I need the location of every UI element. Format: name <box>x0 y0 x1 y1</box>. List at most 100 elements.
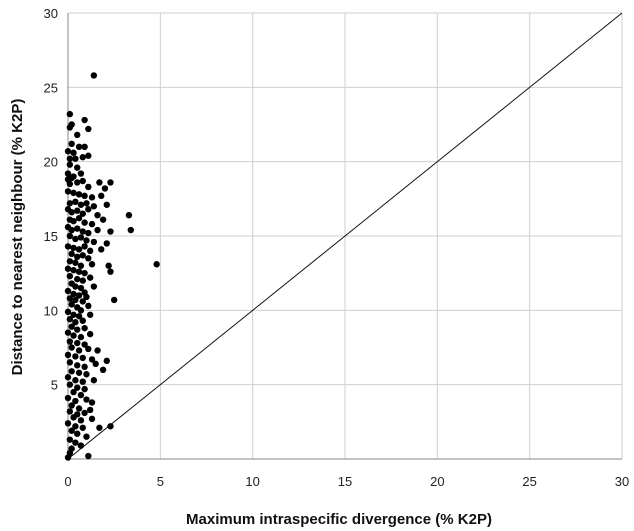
data-point <box>72 259 79 266</box>
data-point <box>66 258 74 265</box>
data-point <box>64 374 72 381</box>
data-point <box>88 399 96 406</box>
data-point <box>74 179 81 186</box>
data-point <box>74 430 81 437</box>
data-point <box>86 330 94 338</box>
data-point <box>64 454 72 461</box>
data-point <box>74 384 81 391</box>
data-point <box>64 351 72 359</box>
data-point <box>68 368 75 375</box>
x-tick-label: 0 <box>64 474 71 489</box>
data-point <box>79 252 86 259</box>
data-point <box>70 149 77 156</box>
data-point <box>77 284 85 292</box>
data-point <box>79 177 86 185</box>
data-point <box>72 155 79 162</box>
x-tick-label: 5 <box>157 474 164 489</box>
x-axis-title: Maximum intraspecific divergence (% K2P) <box>186 511 492 528</box>
data-point <box>103 357 110 365</box>
data-point <box>81 143 88 150</box>
data-point <box>66 381 74 388</box>
data-point <box>88 194 96 201</box>
data-point <box>83 237 90 244</box>
data-point <box>81 409 88 417</box>
data-point <box>74 164 81 171</box>
data-point <box>70 244 77 252</box>
data-point <box>68 344 75 351</box>
data-point <box>85 152 92 159</box>
data-point <box>72 423 79 430</box>
data-point <box>68 427 75 434</box>
data-point <box>127 226 134 234</box>
data-point <box>86 274 94 281</box>
data-point <box>66 316 74 323</box>
data-point <box>74 339 81 347</box>
data-point <box>75 143 83 150</box>
data-point <box>66 295 74 302</box>
x-tick-label: 25 <box>522 474 536 489</box>
data-point <box>75 292 83 299</box>
data-point <box>77 201 85 208</box>
data-point <box>74 275 81 283</box>
data-point <box>85 302 92 310</box>
data-point <box>66 436 74 443</box>
data-point <box>77 262 85 269</box>
data-point <box>64 420 72 427</box>
data-point <box>66 200 74 207</box>
data-point <box>66 232 74 240</box>
data-point <box>68 323 75 330</box>
x-tick-label: 10 <box>245 474 259 489</box>
data-point <box>74 326 81 333</box>
data-point <box>85 183 92 191</box>
data-point <box>107 228 114 235</box>
data-point <box>64 287 72 295</box>
data-point <box>107 423 114 430</box>
data-point <box>99 366 107 373</box>
data-point <box>68 402 75 409</box>
data-point <box>72 235 79 243</box>
data-point <box>64 265 72 272</box>
data-point <box>98 246 105 253</box>
data-point <box>77 234 85 241</box>
one-to-one-line <box>67 12 623 460</box>
y-axis-title: Distance to nearest neighbour (% K2P) <box>9 99 26 376</box>
data-point <box>88 415 96 423</box>
data-point <box>79 378 86 385</box>
data-point <box>79 154 86 161</box>
data-point <box>85 229 92 237</box>
data-point <box>66 110 74 118</box>
data-point <box>103 201 110 208</box>
data-point <box>70 189 77 197</box>
data-point <box>83 293 90 301</box>
data-point <box>101 185 109 192</box>
data-point <box>81 269 88 277</box>
data-point <box>70 388 77 396</box>
data-point <box>64 148 72 155</box>
reference-line <box>67 12 623 460</box>
data-point <box>107 179 114 186</box>
data-point <box>72 296 79 304</box>
data-point <box>70 332 77 339</box>
data-point <box>66 359 74 366</box>
data-point <box>85 255 92 262</box>
data-point <box>75 347 83 354</box>
data-point <box>79 424 86 431</box>
data-point <box>90 238 98 246</box>
data-point <box>83 200 90 207</box>
x-tick-label: 20 <box>430 474 444 489</box>
data-point <box>92 360 99 368</box>
data-point <box>85 345 92 353</box>
data-point <box>70 266 77 274</box>
data-point <box>81 385 88 393</box>
data-point <box>72 283 79 290</box>
data-point <box>96 179 103 186</box>
data-point <box>90 377 98 384</box>
y-tick-label: 30 <box>44 6 58 21</box>
data-point <box>75 405 83 412</box>
data-point <box>86 406 94 414</box>
data-point <box>81 341 88 348</box>
data-point <box>81 243 88 250</box>
data-point <box>85 206 92 213</box>
data-point <box>66 338 74 345</box>
data-point <box>70 414 77 421</box>
